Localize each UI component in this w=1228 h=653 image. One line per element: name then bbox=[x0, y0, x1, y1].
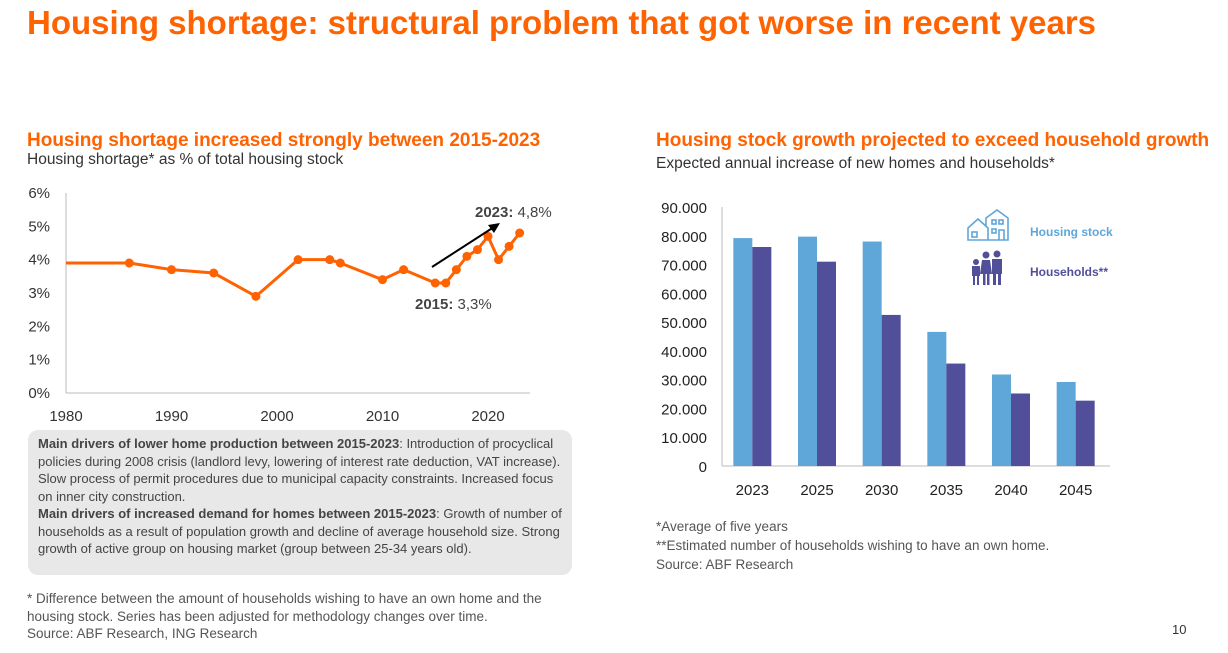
trend-arrow-head bbox=[488, 223, 500, 233]
y-tick-label: 30.000 bbox=[661, 373, 707, 390]
x-tick-label: 2023 bbox=[736, 482, 769, 499]
bar-housing-stock bbox=[1056, 381, 1076, 466]
y-tick-label: 10.000 bbox=[661, 430, 707, 447]
y-tick-label: 70.000 bbox=[661, 258, 707, 275]
bar-housing-stock bbox=[798, 236, 817, 466]
data-point bbox=[441, 278, 451, 288]
data-point bbox=[335, 258, 345, 268]
data-point bbox=[494, 255, 504, 265]
right-footnote-2: **Estimated number of households wishing… bbox=[656, 538, 1050, 553]
left-footnote: * Difference between the amount of house… bbox=[27, 591, 542, 624]
y-tick-label: 40.000 bbox=[661, 344, 707, 361]
data-point bbox=[251, 291, 261, 301]
x-tick-label: 2040 bbox=[994, 482, 1027, 499]
left-chart-subtitle: Housing shortage* as % of total housing … bbox=[27, 151, 344, 168]
y-tick-label: 0% bbox=[28, 385, 50, 402]
data-line bbox=[66, 232, 521, 299]
legend-households: Households** bbox=[1030, 265, 1108, 279]
y-tick-label: 1% bbox=[28, 352, 50, 369]
drivers-heading-2: Main drivers of increased demand for hom… bbox=[38, 506, 437, 521]
x-tick-label: 2045 bbox=[1059, 482, 1092, 499]
data-point bbox=[515, 228, 525, 238]
bar-housing-stock bbox=[862, 241, 882, 466]
data-point bbox=[399, 265, 409, 275]
x-tick-label: 1990 bbox=[155, 408, 188, 425]
bar-housing-stock bbox=[992, 374, 1011, 466]
bar-households bbox=[1011, 393, 1030, 466]
right-chart-title: Housing stock growth projected to exceed… bbox=[656, 130, 1210, 151]
bar-households bbox=[817, 261, 836, 466]
data-point bbox=[472, 245, 482, 255]
x-tick-label: 2025 bbox=[800, 482, 833, 499]
data-point bbox=[451, 265, 461, 275]
data-point bbox=[325, 255, 335, 265]
x-tick-label: 1980 bbox=[49, 408, 82, 425]
left-source: Source: ABF Research, ING Research bbox=[27, 626, 258, 641]
page-title: Housing shortage: structural problem tha… bbox=[27, 4, 1097, 41]
x-tick-label: 2010 bbox=[366, 408, 399, 425]
trend-arrow bbox=[431, 226, 495, 268]
y-tick-label: 4% bbox=[28, 252, 50, 269]
drivers-heading-1: Main drivers of lower home production be… bbox=[38, 436, 400, 451]
left-chart-title: Housing shortage increased strongly betw… bbox=[27, 130, 541, 151]
data-point bbox=[124, 258, 134, 268]
y-tick-label: 2% bbox=[28, 318, 50, 335]
y-tick-label: 5% bbox=[28, 218, 50, 235]
drivers-text-2: : Growth of number of households as a re… bbox=[38, 506, 562, 556]
x-tick-label: 2030 bbox=[865, 482, 898, 499]
y-tick-label: 6% bbox=[28, 185, 50, 202]
bar-housing-stock bbox=[927, 331, 947, 466]
y-tick-label: 3% bbox=[28, 285, 50, 302]
bar-households bbox=[1075, 400, 1095, 466]
data-point bbox=[430, 278, 440, 288]
house-icon bbox=[967, 209, 1009, 241]
x-tick-label: 2000 bbox=[260, 408, 293, 425]
bar-households bbox=[881, 314, 901, 466]
y-tick-label: 90.000 bbox=[661, 200, 707, 217]
y-tick-label: 60.000 bbox=[661, 286, 707, 303]
drivers-box: Main drivers of lower home production be… bbox=[28, 430, 572, 575]
bar-households bbox=[752, 247, 772, 466]
data-point bbox=[209, 268, 219, 278]
x-tick-label: 2035 bbox=[930, 482, 963, 499]
data-point bbox=[462, 251, 472, 261]
y-tick-label: 0 bbox=[699, 459, 707, 476]
y-tick-label: 50.000 bbox=[661, 315, 707, 332]
bar-housing-stock bbox=[733, 238, 753, 466]
data-point bbox=[504, 241, 514, 251]
data-point bbox=[378, 275, 387, 285]
annotation-2023: 2023: 4,8% bbox=[475, 204, 552, 221]
data-point bbox=[293, 255, 303, 265]
annotation-2015: 2015: 3,3% bbox=[415, 296, 492, 313]
legend-housing-stock: Housing stock bbox=[1030, 225, 1113, 239]
y-tick-label: 80.000 bbox=[661, 229, 707, 246]
bar-chart: 0 10.000 20.000 30.000 40.000 50.000 60.000 70.… bbox=[661, 200, 1113, 499]
drivers-text-1: : Introduction of procyclical policies d… bbox=[38, 436, 561, 504]
right-chart-subtitle: Expected annual increase of new homes an… bbox=[656, 155, 1055, 172]
right-source: Source: ABF Research bbox=[656, 557, 794, 572]
line-chart: 0% 1% 2% 3% 4% 5% 6% 1980 1990 2000 2010 2020 2023: … bbox=[28, 185, 552, 425]
page-number: 10 bbox=[1172, 622, 1187, 637]
family-icon bbox=[972, 250, 1002, 285]
x-tick-label: 2020 bbox=[471, 408, 504, 425]
bar-households bbox=[946, 363, 966, 466]
right-footnote-1: *Average of five years bbox=[656, 519, 788, 534]
data-point bbox=[483, 231, 493, 241]
y-tick-label: 20.000 bbox=[661, 401, 707, 418]
data-point bbox=[167, 265, 176, 275]
